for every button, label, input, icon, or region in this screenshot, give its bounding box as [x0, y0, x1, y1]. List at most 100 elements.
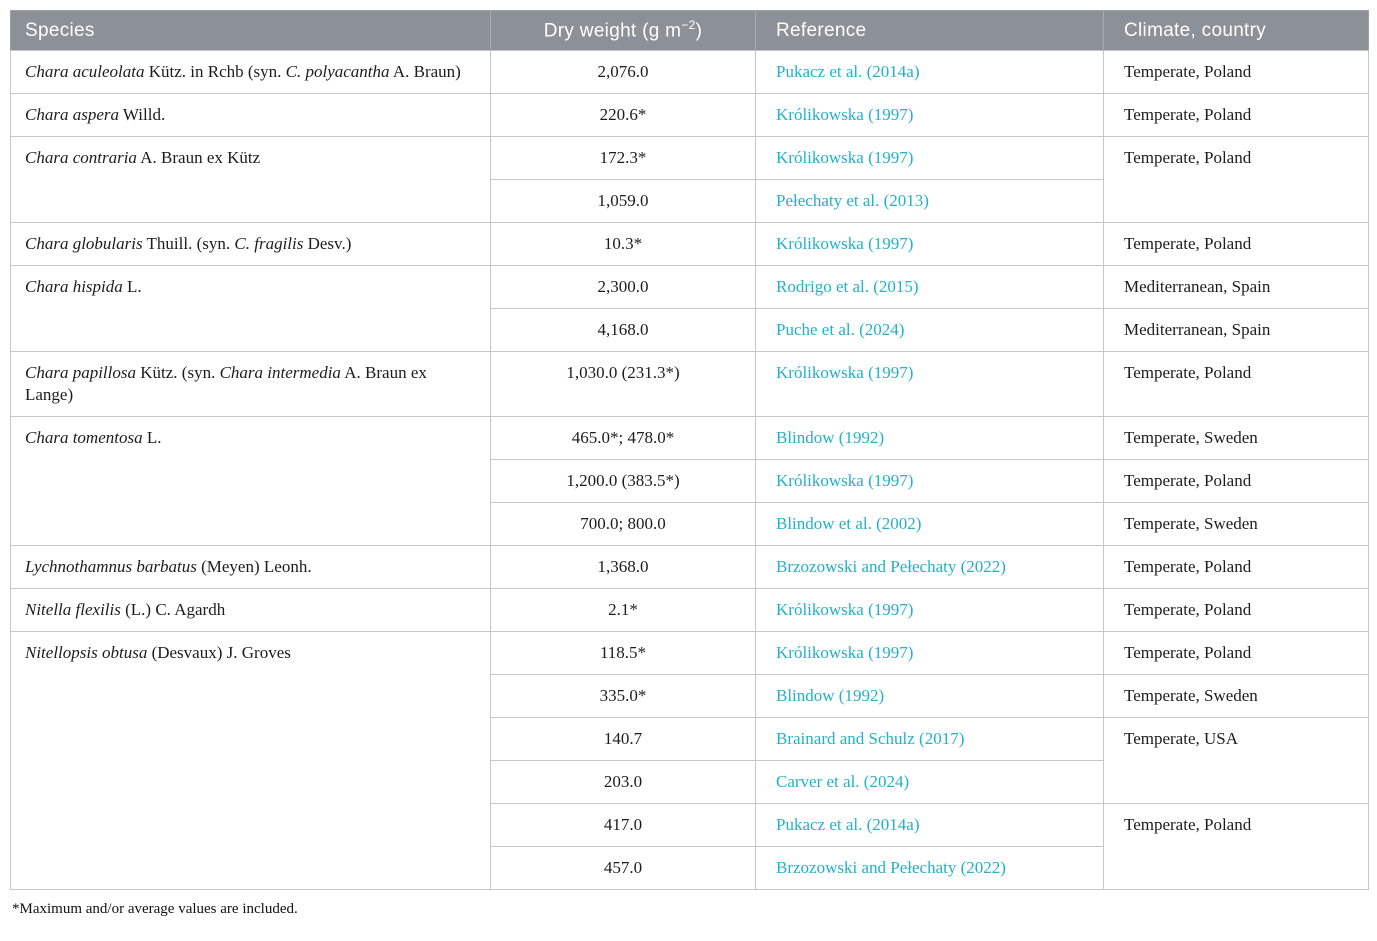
species-cell: Nitellopsis obtusa (Desvaux) J. Groves [10, 631, 491, 890]
table-footnote: *Maximum and/or average values are inclu… [12, 901, 298, 917]
dry-weight-cell: 220.6* [490, 93, 756, 137]
climate-cell: Temperate, Poland [1103, 459, 1369, 503]
climate-cell: Temperate, Poland [1103, 545, 1369, 589]
table-row: 1,059.0 Pełechaty et al. (2013) [11, 179, 1369, 223]
species-cell: Chara aculeolata Kütz. in Rchb (syn. C. … [10, 50, 491, 94]
dry-weight-cell: 2.1* [490, 588, 756, 632]
reference-link[interactable]: Brzozowski and Pełechaty (2022) [776, 858, 1006, 877]
species-cell: Chara tomentosa L. [10, 416, 491, 546]
table-row: Nitella flexilis (L.) C. Agardh 2.1* Kró… [10, 588, 1369, 632]
reference-link[interactable]: Królikowska (1997) [776, 471, 914, 490]
reference-cell: Królikowska (1997) [755, 631, 1104, 675]
reference-cell: Brzozowski and Pełechaty (2022) [755, 846, 1104, 890]
column-header-dry-weight: Dry weight (g m−2) [490, 10, 756, 51]
species-cell: Chara hispida L. [10, 265, 491, 352]
dry-weight-cell: 417.0 [490, 803, 756, 847]
dry-weight-cell: 700.0; 800.0 [490, 502, 756, 546]
climate-cell: Temperate, Sweden [1103, 674, 1369, 718]
table-row: Chara globularis Thuill. (syn. C. fragil… [10, 222, 1369, 266]
reference-link[interactable]: Pukacz et al. (2014a) [776, 62, 920, 81]
column-header-climate: Climate, country [1103, 10, 1369, 51]
table-row: Chara aspera Willd. 220.6* Królikowska (… [10, 93, 1369, 137]
reference-link[interactable]: Brainard and Schulz (2017) [776, 729, 965, 748]
reference-link[interactable]: Blindow et al. (2002) [776, 514, 922, 533]
table-row: 1,200.0 (383.5*) Królikowska (1997) Temp… [11, 459, 1369, 503]
table-row: Chara papillosa Kütz. (syn. Chara interm… [10, 351, 1369, 417]
column-header-reference: Reference [755, 10, 1104, 51]
reference-link[interactable]: Królikowska (1997) [776, 600, 914, 619]
reference-cell: Królikowska (1997) [755, 222, 1104, 266]
column-header-species: Species [10, 10, 491, 51]
table-row: 140.7 Brainard and Schulz (2017) Tempera… [11, 717, 1369, 804]
dry-weight-cell: 2,300.0 [490, 265, 756, 309]
reference-cell: Pełechaty et al. (2013) [755, 179, 1104, 223]
dry-weight-header-suffix: ) [695, 20, 703, 42]
table-row: 700.0; 800.0 Blindow et al. (2002) Tempe… [11, 502, 1369, 546]
climate-cell: Temperate, Sweden [1103, 502, 1369, 546]
species-cell: Lychnothamnus barbatus (Meyen) Leonh. [10, 545, 491, 589]
table-row: 457.0 Brzozowski and Pełechaty (2022) [11, 846, 1369, 890]
dry-weight-cell: 465.0*; 478.0* [490, 416, 756, 460]
species-cell: Nitella flexilis (L.) C. Agardh [10, 588, 491, 632]
climate-cell: Temperate, Poland [1103, 222, 1369, 266]
reference-link[interactable]: Puche et al. (2024) [776, 320, 905, 339]
dry-weight-header-superscript: −2 [681, 18, 696, 33]
climate-cell: Temperate, Poland [1103, 631, 1369, 675]
reference-link[interactable]: Blindow (1992) [776, 428, 885, 447]
table-header-row: Species Dry weight (g m−2) Reference Cli… [10, 10, 1369, 51]
reference-link[interactable]: Królikowska (1997) [776, 363, 914, 382]
climate-cell: Mediterranean, Spain [1103, 308, 1369, 352]
climate-cell: Mediterranean, Spain [1103, 265, 1369, 309]
reference-cell: Pukacz et al. (2014a) [755, 50, 1104, 94]
species-cell: Chara contraria A. Braun ex Kütz [10, 136, 491, 223]
dry-weight-cell: 172.3* [490, 136, 756, 180]
reference-cell: Brzozowski and Pełechaty (2022) [755, 545, 1104, 589]
page-container: Species Dry weight (g m−2) Reference Cli… [10, 10, 1369, 917]
reference-link[interactable]: Królikowska (1997) [776, 643, 914, 662]
reference-link[interactable]: Królikowska (1997) [776, 234, 914, 253]
dry-weight-header-text: Dry weight (g m [543, 20, 682, 42]
reference-cell: Brainard and Schulz (2017) [755, 717, 1104, 761]
reference-cell: Królikowska (1997) [755, 136, 1104, 180]
dry-weight-cell: 10.3* [490, 222, 756, 266]
reference-cell: Królikowska (1997) [755, 93, 1104, 137]
table-row: 335.0* Blindow (1992) Temperate, Sweden [11, 674, 1369, 718]
climate-cell: Temperate, Poland [1103, 93, 1369, 137]
table-row: Lychnothamnus barbatus (Meyen) Leonh. 1,… [10, 545, 1369, 589]
table-row: Chara contraria A. Braun ex Kütz 172.3* … [10, 136, 1369, 223]
table-row: Nitellopsis obtusa (Desvaux) J. Groves 1… [10, 631, 1369, 890]
reference-link[interactable]: Blindow (1992) [776, 686, 885, 705]
climate-cell: Temperate, USA [1103, 717, 1369, 804]
reference-link[interactable]: Carver et al. (2024) [776, 772, 910, 791]
dry-weight-cell: 2,076.0 [490, 50, 756, 94]
dry-weight-cell: 1,200.0 (383.5*) [490, 459, 756, 503]
species-cell: Chara aspera Willd. [10, 93, 491, 137]
climate-cell: Temperate, Poland [1103, 588, 1369, 632]
reference-cell: Pukacz et al. (2014a) [755, 803, 1104, 847]
reference-cell: Carver et al. (2024) [755, 760, 1104, 804]
table-row: Chara tomentosa L. 465.0*; 478.0* Blindo… [10, 416, 1369, 546]
dry-weight-cell: 457.0 [490, 846, 756, 890]
reference-cell: Blindow et al. (2002) [755, 502, 1104, 546]
reference-cell: Blindow (1992) [755, 416, 1104, 460]
species-cell: Chara globularis Thuill. (syn. C. fragil… [10, 222, 491, 266]
dry-weight-cell: 203.0 [490, 760, 756, 804]
reference-link[interactable]: Pełechaty et al. (2013) [776, 191, 929, 210]
table-row: Chara aculeolata Kütz. in Rchb (syn. C. … [10, 50, 1369, 94]
reference-link[interactable]: Królikowska (1997) [776, 148, 914, 167]
table-row: 4,168.0 Puche et al. (2024) Mediterranea… [11, 308, 1369, 352]
dry-weight-cell: 118.5* [490, 631, 756, 675]
climate-cell: Temperate, Poland [1103, 50, 1369, 94]
reference-link[interactable]: Pukacz et al. (2014a) [776, 815, 920, 834]
dry-weight-cell: 140.7 [490, 717, 756, 761]
reference-link[interactable]: Brzozowski and Pełechaty (2022) [776, 557, 1006, 576]
reference-cell: Blindow (1992) [755, 674, 1104, 718]
climate-cell: Temperate, Sweden [1103, 416, 1369, 460]
reference-link[interactable]: Rodrigo et al. (2015) [776, 277, 919, 296]
reference-cell: Królikowska (1997) [755, 588, 1104, 632]
reference-cell: Królikowska (1997) [755, 459, 1104, 503]
dry-weight-cell: 4,168.0 [490, 308, 756, 352]
species-dry-weight-table: Species Dry weight (g m−2) Reference Cli… [10, 10, 1369, 890]
reference-link[interactable]: Królikowska (1997) [776, 105, 914, 124]
climate-cell: Temperate, Poland [1103, 803, 1369, 890]
